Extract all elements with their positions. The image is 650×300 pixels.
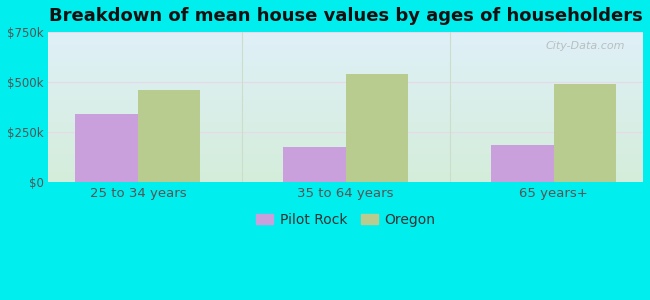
Bar bbox=[75, 114, 138, 182]
Bar bbox=[346, 74, 408, 182]
Title: Breakdown of mean house values by ages of householders: Breakdown of mean house values by ages o… bbox=[49, 7, 643, 25]
Text: City-Data.com: City-Data.com bbox=[546, 41, 625, 51]
Legend: Pilot Rock, Oregon: Pilot Rock, Oregon bbox=[250, 207, 441, 232]
Bar bbox=[554, 84, 616, 182]
Bar bbox=[138, 90, 200, 182]
Bar bbox=[283, 147, 346, 182]
Bar bbox=[491, 145, 554, 182]
